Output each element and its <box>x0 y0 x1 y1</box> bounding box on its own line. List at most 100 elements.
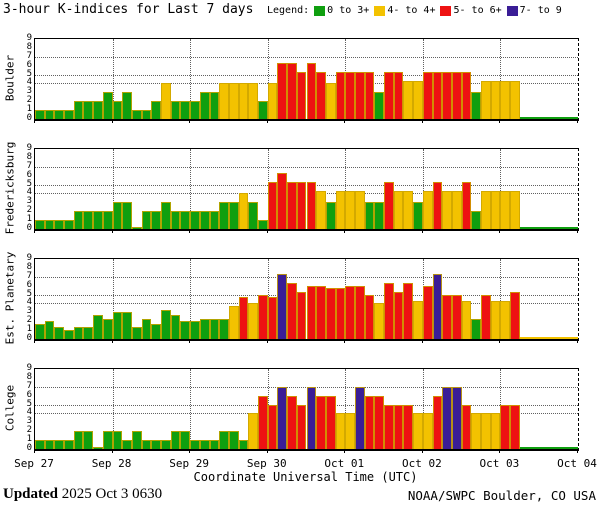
k-index-bar <box>35 323 45 339</box>
k-index-bar <box>500 80 511 119</box>
day-tick <box>421 450 423 453</box>
k-index-bar <box>248 303 258 339</box>
legend-swatch-icon <box>374 5 386 16</box>
k-index-bar <box>83 101 94 119</box>
y-tick-label: 3 <box>26 196 32 207</box>
k-index-bar <box>54 440 65 449</box>
k-index-bar <box>131 227 142 229</box>
k-index-bar <box>258 395 268 449</box>
updated-value: 2025 Oct 3 0630 <box>58 486 163 502</box>
k-index-bar <box>413 300 423 339</box>
k-index-bar <box>151 440 162 449</box>
station-label: Boulder <box>3 54 17 102</box>
y-tick-label: 2 <box>26 205 32 216</box>
k-index-bar <box>199 440 210 449</box>
k-index-bar <box>141 211 152 229</box>
k-index-bar <box>316 285 326 339</box>
k-index-bar <box>44 110 55 119</box>
day-tick <box>577 340 578 343</box>
k-index-bar <box>248 83 258 119</box>
k-index-bar <box>73 101 84 119</box>
k-index-bar <box>384 71 394 119</box>
y-tick-label: 8 <box>26 261 32 272</box>
day-tick <box>577 230 578 233</box>
k-index-bar <box>432 395 443 449</box>
k-index-bar <box>35 440 45 449</box>
k-index-bar <box>161 309 171 339</box>
k-index-bar <box>364 395 375 449</box>
k-index-bar <box>170 315 181 339</box>
k-index-bar <box>102 92 113 119</box>
k-index-bar <box>180 211 191 229</box>
k-index-bar <box>141 440 152 449</box>
k-index-bar <box>83 211 94 229</box>
k-index-bar <box>354 386 365 449</box>
y-tick-label: 5 <box>26 68 32 79</box>
k-index-bar <box>335 190 346 229</box>
y-tick-label: 0 <box>26 333 32 343</box>
k-index-bar <box>122 440 132 449</box>
day-tick <box>189 450 191 453</box>
k-index-bar <box>35 220 45 229</box>
k-index-bar <box>510 404 520 449</box>
k-index-bar <box>73 327 84 339</box>
k-index-bar <box>228 431 239 449</box>
day-tick <box>266 340 268 343</box>
legend-swatch-icon <box>506 5 518 16</box>
k-index-bar <box>461 181 472 229</box>
k-index-bar <box>510 291 520 339</box>
y-tick-label: 0 <box>26 113 32 123</box>
k-index-bar <box>422 413 433 449</box>
y-tick-label: 4 <box>26 77 32 88</box>
k-index-bar <box>161 440 171 449</box>
k-index-bar <box>374 202 385 229</box>
k-index-bar <box>199 92 210 119</box>
k-index-bar <box>316 395 326 449</box>
k-index-bar <box>490 80 501 119</box>
y-tick-label: 5 <box>26 288 32 299</box>
k-index-bar <box>364 202 375 229</box>
k-index-bar <box>471 413 482 449</box>
k-index-bar <box>44 440 55 449</box>
day-tick <box>577 120 578 123</box>
y-tick-label: 5 <box>26 398 32 409</box>
y-tick-label: 9 <box>26 363 32 373</box>
k-index-bar <box>345 190 355 229</box>
k-index-bar <box>306 386 317 449</box>
k-index-bar <box>490 190 501 229</box>
k-index-bar <box>228 83 239 119</box>
k-index-bar <box>461 71 472 119</box>
legend-label: Legend: <box>267 5 310 16</box>
k-index-bar <box>296 404 307 449</box>
k-index-bar <box>306 285 317 339</box>
station-label: College <box>3 384 17 432</box>
v-gridline-day5 <box>422 369 424 449</box>
day-tick <box>499 230 501 233</box>
y-tick-label: 1 <box>26 104 32 115</box>
k-index-bar <box>93 101 103 119</box>
k-index-bar <box>190 101 200 119</box>
k-index-bar <box>296 181 307 229</box>
k-index-bar <box>500 404 511 449</box>
y-tick-label: 7 <box>26 270 32 281</box>
k-index-bar <box>413 413 423 449</box>
k-index-bar <box>393 404 404 449</box>
legend-item-label: 4- to 4+ <box>387 5 436 16</box>
k-index-bar <box>238 297 249 339</box>
k-index-bar <box>432 181 443 229</box>
k-index-bar <box>287 181 297 229</box>
k-index-bar <box>180 431 191 449</box>
y-tick-label: 9 <box>26 253 32 263</box>
panel-boulder: Boulder 0 1 2 3 4 5 6 7 8 9 <box>0 34 600 123</box>
x-day-label: Sep 29 <box>169 457 210 470</box>
k-index-bar <box>471 211 482 229</box>
v-gridline-day1 <box>112 369 114 449</box>
k-index-bar <box>102 431 113 449</box>
k-index-bar <box>209 440 220 449</box>
day-tick <box>344 120 346 123</box>
k-index-bar <box>112 101 123 119</box>
k-index-bar <box>238 83 249 119</box>
k-index-bar <box>442 190 452 229</box>
y-tick-label: 1 <box>26 214 32 225</box>
